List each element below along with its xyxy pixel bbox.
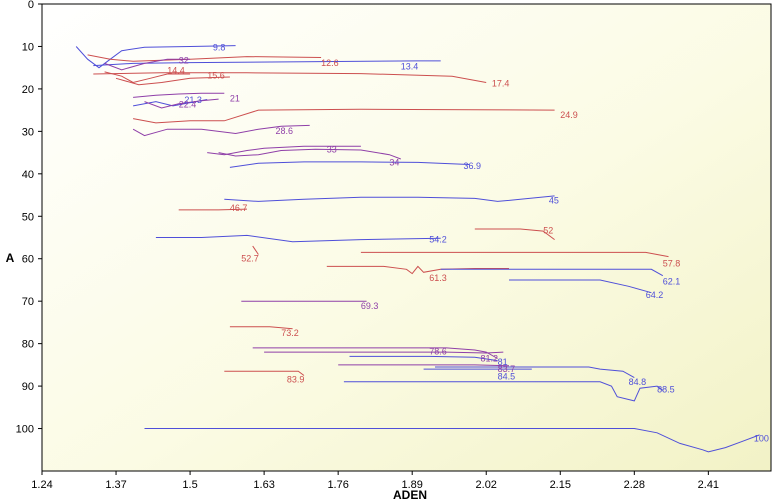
series-label: 15.6 <box>207 71 225 81</box>
y-tick-label: 30 <box>22 126 34 138</box>
series-line <box>178 208 248 211</box>
series-label: 84.5 <box>498 372 516 382</box>
series-label: 73.2 <box>281 328 299 338</box>
x-tick-label: 2.28 <box>624 479 645 491</box>
series-label: 57.8 <box>663 258 681 268</box>
axis-ticks: 1.24 1.37 1.5 1.63 1.76 1.89 2.02 2.15 2.28 2.41 0… <box>16 0 719 491</box>
series-label: 52.7 <box>241 254 259 264</box>
y-tick-label: 60 <box>22 254 34 266</box>
series-label: 54.2 <box>429 235 447 245</box>
y-tick-label: 0 <box>28 0 34 11</box>
series-label: 83.9 <box>287 374 305 384</box>
series-label: 46.7 <box>230 203 248 213</box>
y-tick-label: 80 <box>22 339 34 351</box>
x-tick-label: 1.76 <box>327 479 348 491</box>
series-line <box>252 245 259 255</box>
y-tick-label: 20 <box>22 84 34 96</box>
series-line <box>144 98 219 109</box>
series-line <box>229 161 470 168</box>
series-label: 12.6 <box>321 58 339 68</box>
series-line <box>104 71 191 84</box>
series-line <box>474 228 555 241</box>
series-line <box>93 60 441 67</box>
series-line <box>155 234 441 243</box>
series-line <box>435 366 635 379</box>
series-label: 28.6 <box>276 126 294 136</box>
series-label: 61.3 <box>429 273 447 283</box>
x-tick-label: 1.24 <box>31 479 52 491</box>
series-line <box>132 124 310 137</box>
series-line <box>133 92 225 98</box>
y-tick-label: 70 <box>22 296 34 308</box>
series-label: 34 <box>389 157 399 167</box>
series-label: 24.9 <box>560 110 578 120</box>
x-tick-label: 1.37 <box>105 479 126 491</box>
plot-area <box>41 3 772 472</box>
series-label: 64.2 <box>646 290 664 300</box>
series-line <box>343 381 664 402</box>
series-label: 13.4 <box>401 61 419 71</box>
series-label: 88.5 <box>657 385 675 395</box>
series-line <box>229 326 293 330</box>
x-tick-label: 2.41 <box>698 479 719 491</box>
y-axis-title: A <box>6 251 15 265</box>
series-label: 22.4 <box>179 100 197 110</box>
series-label: 17.4 <box>492 78 510 88</box>
series-label: 33 <box>327 145 337 155</box>
series-line <box>115 76 230 86</box>
series-label: 81 <box>498 357 508 367</box>
series-line <box>93 72 487 83</box>
series-line <box>218 148 401 160</box>
x-tick-label: 2.02 <box>476 479 497 491</box>
series-label: 69.3 <box>361 301 379 311</box>
series-label: 14.4 <box>167 66 185 76</box>
series-label: 9.8 <box>213 43 226 53</box>
series-line <box>360 251 669 258</box>
series-line <box>349 355 498 362</box>
x-tick-label: 1.5 <box>182 479 197 491</box>
series-line <box>338 364 510 367</box>
x-axis-title: ADEN <box>393 488 427 502</box>
series-label: 36.9 <box>464 161 482 171</box>
series-line <box>104 58 191 71</box>
series-label: 83.7 <box>498 364 516 374</box>
series-label: 21.3 <box>184 95 202 105</box>
series-label: 32 <box>179 55 189 65</box>
series-line <box>509 279 652 294</box>
y-tick-label: 100 <box>16 424 34 436</box>
series-line <box>264 351 504 354</box>
y-tick-label: 50 <box>22 211 34 223</box>
y-tick-label: 10 <box>22 41 34 53</box>
series-label: 81.2 <box>481 354 499 364</box>
series-label: 62.1 <box>663 277 681 287</box>
series-label: 100 <box>754 433 769 443</box>
series-line <box>207 145 361 156</box>
series-line <box>144 428 760 453</box>
series-label: 21 <box>230 94 240 104</box>
x-tick-label: 1.63 <box>253 479 274 491</box>
series-label: 52 <box>543 225 553 235</box>
series-label: 78.6 <box>429 347 447 357</box>
x-tick-label: 2.15 <box>550 479 571 491</box>
series-line <box>224 370 305 376</box>
series-line <box>224 195 555 202</box>
series-line <box>75 45 236 69</box>
x-tick-label: 1.89 <box>401 479 422 491</box>
data-series <box>75 45 760 453</box>
series-line <box>326 265 509 275</box>
series-label: 84.8 <box>629 377 647 387</box>
series-line <box>133 108 555 124</box>
series-line <box>440 268 664 277</box>
series-label: 45 <box>549 196 559 206</box>
y-tick-label: 40 <box>22 169 34 181</box>
y-tick-label: 90 <box>22 381 34 393</box>
